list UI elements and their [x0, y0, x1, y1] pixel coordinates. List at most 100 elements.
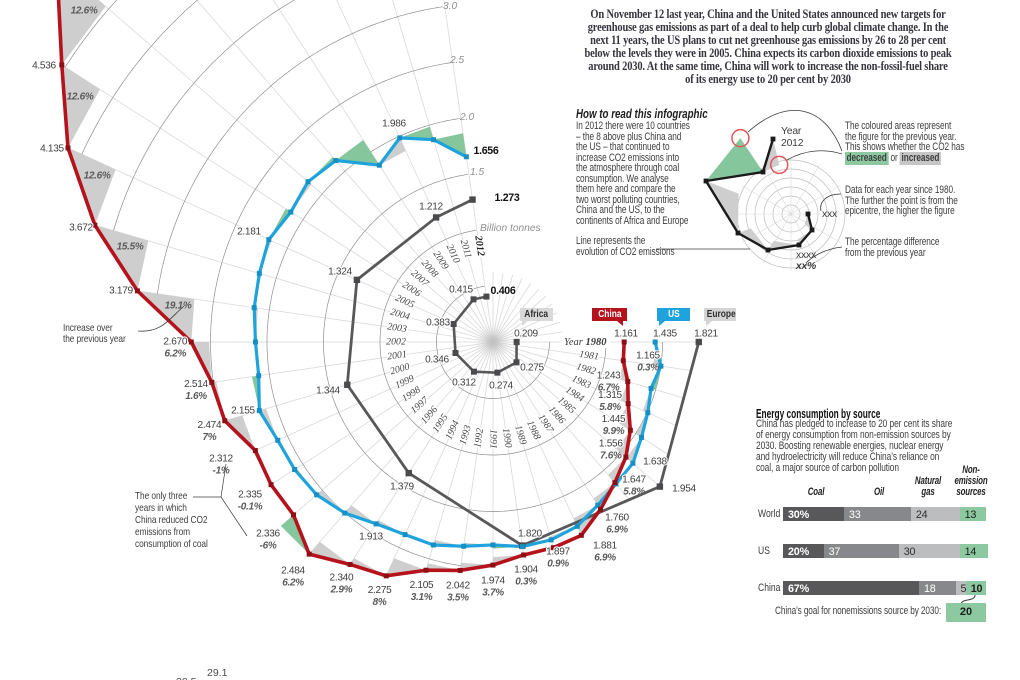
- legend-pill-tail: [617, 321, 623, 326]
- legend-pill-africa: Africa: [520, 308, 553, 326]
- china-value-label-1994: 2.275: [368, 585, 392, 596]
- china-pct-label-2005: 12.6%: [84, 171, 111, 182]
- energy-bar-World: 30% 33 24 13: [783, 507, 986, 521]
- spoke-1995: [349, 341, 494, 565]
- us-point-1991: [490, 542, 496, 548]
- howto-decrease-increase-line: decreased or increased: [845, 151, 964, 165]
- energy-seg-value: 10: [970, 582, 983, 595]
- energy-col-header-3: Non- emission sources: [954, 464, 988, 499]
- mini-point: [765, 247, 771, 253]
- energy-col-header-2: Natural gas: [914, 475, 942, 499]
- year-label-2002: 2002: [386, 337, 406, 348]
- china-point-2003: [134, 288, 140, 294]
- china-wedge-1996: [309, 541, 351, 565]
- scale-tick-1.5: 1.5: [470, 167, 484, 178]
- energy-col-header-0: Coal: [807, 486, 825, 498]
- us-point-1998: [292, 467, 298, 473]
- china-value-label-1985: 1.556: [599, 439, 623, 450]
- china-wedge-2004: [94, 225, 149, 291]
- scale-tick-2.0: 2.0: [459, 112, 474, 123]
- us-wedge-2011: [399, 126, 434, 140]
- china-value-label-2003: 3.179: [109, 286, 133, 297]
- mini-xxxx-label: xxxx: [796, 250, 817, 261]
- africa-point-1995: [470, 368, 477, 375]
- china-value-label-1982: 1.243: [597, 370, 621, 381]
- spoke-1999: [255, 341, 494, 451]
- ring-0.5: [436, 285, 550, 399]
- us-value-label-2005: 2.181: [237, 227, 261, 238]
- europe-value-label-2010: 1.212: [419, 202, 443, 213]
- energy-row-label-China: China: [758, 582, 781, 594]
- spoke-1990: [492, 341, 525, 556]
- mini-point: [805, 211, 811, 217]
- africa-point-2012: [483, 293, 490, 300]
- spoke-2004: [94, 224, 494, 343]
- china-wedge-2007: [58, 0, 106, 65]
- china-point-1992: [457, 567, 463, 573]
- china-value-label-1986: 1.647: [622, 475, 646, 486]
- spoke-2003: [137, 290, 494, 343]
- europe-value-label-2000: 1.344: [316, 386, 340, 397]
- china-value-label-1991: 1.974: [481, 576, 505, 587]
- howto-title: How to read this infographic: [576, 106, 708, 121]
- china-point-2001: [209, 379, 215, 385]
- energy-seg-US-0: 20%: [783, 544, 824, 558]
- us-value-label-2000: 2.155: [231, 406, 255, 417]
- mini-point: [809, 227, 815, 233]
- mini-spoke: [762, 164, 792, 215]
- energy-seg-value: 67%: [788, 582, 810, 595]
- energy-seg-China-0: 67%: [783, 581, 919, 595]
- china-value-label-1993: 2.105: [410, 580, 434, 591]
- china-point-1989: [550, 545, 556, 551]
- europe-value-label-1980: 1.821: [694, 329, 718, 340]
- us-value-label-1980: 1.435: [653, 329, 677, 340]
- china-point-1981: [620, 358, 626, 364]
- spoke-2006: [61, 64, 494, 343]
- howto-body: In 2012 there were 10 countries – the 8 …: [576, 120, 690, 227]
- china-point-1988: [578, 532, 584, 538]
- mini-spoke: [790, 213, 841, 243]
- china-point-1998: [268, 482, 274, 488]
- value-labels: 1.5 2.0 2.5 3.0 0.209 0.275 0.274 0.312 0.346 0.3…: [31, 1, 720, 608]
- energy-seg-value: 24: [915, 508, 928, 521]
- spoke-1996: [308, 341, 494, 555]
- china-point-2000: [222, 418, 228, 424]
- us-value-label-2010: 1.986: [382, 119, 406, 130]
- energy-seg-China-1: 18: [919, 581, 956, 595]
- mini-wedge: [706, 138, 763, 181]
- china-point-1987: [598, 506, 604, 512]
- scale-tick-2.5: 2.5: [449, 55, 464, 66]
- china-value-label-1990: 1.904: [514, 565, 538, 576]
- leader-only-three: [193, 463, 248, 537]
- year-label-1990: 1990: [500, 427, 514, 448]
- europe-point-2005: [353, 276, 361, 284]
- spoke-1993: [425, 341, 494, 571]
- china-pct-label-1989: 0.9%: [547, 559, 569, 570]
- legend-label: China: [597, 309, 622, 320]
- energy-seg-World-0: 30%: [783, 507, 844, 521]
- africa-point-2005: [450, 321, 457, 328]
- increase-note: Increase over the previous year: [63, 323, 126, 346]
- china-value-label-1980: 1.161: [614, 329, 638, 340]
- year-label-2003: 2003: [386, 321, 407, 335]
- legend-pill-europe: Europe: [704, 308, 736, 326]
- mini-highlight-circle: [731, 128, 750, 148]
- howto-pct-note: The percentage difference from the previ…: [845, 236, 940, 259]
- china-point-1995: [347, 561, 353, 567]
- mini-year-label-2: 2012: [781, 138, 804, 149]
- europe-point-1980: [695, 338, 702, 346]
- legend-pill-tail: [659, 321, 665, 326]
- china-pct-label-1986: 5.8%: [623, 487, 645, 498]
- energy-seg-value: 20%: [788, 545, 810, 558]
- legend-pill-us: US: [657, 308, 690, 326]
- china-wedge-1997: [280, 514, 310, 555]
- mini-highlight-circle: [769, 155, 789, 175]
- legend-label: US: [667, 309, 680, 320]
- legend-pill-tail: [706, 321, 712, 326]
- energy-seg-China-3: 10: [965, 581, 986, 595]
- unit-label: Billion tonnes: [480, 223, 541, 234]
- mini-xxx-label: xxx: [822, 209, 838, 220]
- leader-lines: [137, 110, 976, 605]
- spoke-2005: [67, 147, 494, 343]
- spoke-2000: [224, 341, 494, 422]
